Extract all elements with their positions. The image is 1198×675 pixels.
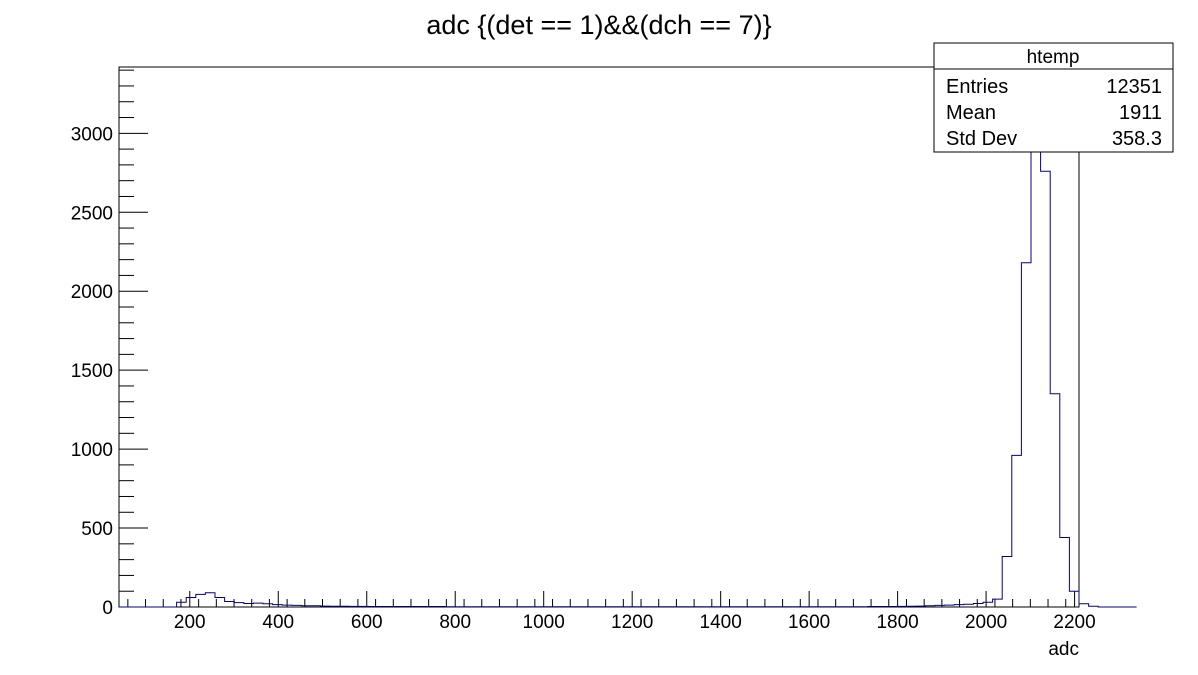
chart-title: adc {(det == 1)&&(dch == 7)} xyxy=(426,10,771,40)
x-tick-label: 2200 xyxy=(1053,612,1095,633)
y-tick-label: 3000 xyxy=(71,124,113,145)
x-tick-label: 1200 xyxy=(611,612,653,633)
x-tick-label: 1800 xyxy=(876,612,918,633)
stats-mean-value: 1911 xyxy=(1119,102,1162,124)
x-axis-label: adc xyxy=(1048,639,1079,660)
x-tick-label: 1000 xyxy=(523,612,565,633)
y-tick-label: 2500 xyxy=(71,203,113,224)
x-tick-label: 800 xyxy=(439,612,471,633)
x-tick-label: 1400 xyxy=(700,612,742,633)
stats-box: htemp Entries 12351 Mean 1911 Std Dev 35… xyxy=(933,42,1174,153)
x-tick-label: 1600 xyxy=(788,612,830,633)
stats-box-frame xyxy=(933,42,1174,153)
y-tick-label: 0 xyxy=(102,598,113,619)
y-tick-label: 1500 xyxy=(71,361,113,382)
y-axis: 0 500 1000 1500 2000 2500 3000 xyxy=(71,69,148,619)
stats-stddev-label: Std Dev xyxy=(946,128,1017,150)
x-tick-label: 200 xyxy=(174,612,206,633)
stats-mean-label: Mean xyxy=(946,102,996,124)
x-axis: 200 400 600 800 1000 1200 1400 1600 1800 2000 2200 xyxy=(127,591,1096,633)
y-tick-label: 500 xyxy=(81,519,113,540)
x-tick-label: 600 xyxy=(351,612,383,633)
stats-entries-value: 12351 xyxy=(1106,76,1162,98)
stats-entries-label: Entries xyxy=(946,76,1008,98)
y-tick-label: 1000 xyxy=(71,440,113,461)
x-tick-label: 400 xyxy=(262,612,294,633)
stats-stddev-value: 358.3 xyxy=(1112,128,1162,150)
stats-box-title: htemp xyxy=(1027,47,1080,68)
y-tick-label: 2000 xyxy=(71,282,113,303)
histogram-series-line xyxy=(119,85,1137,608)
x-tick-label: 2000 xyxy=(965,612,1007,633)
